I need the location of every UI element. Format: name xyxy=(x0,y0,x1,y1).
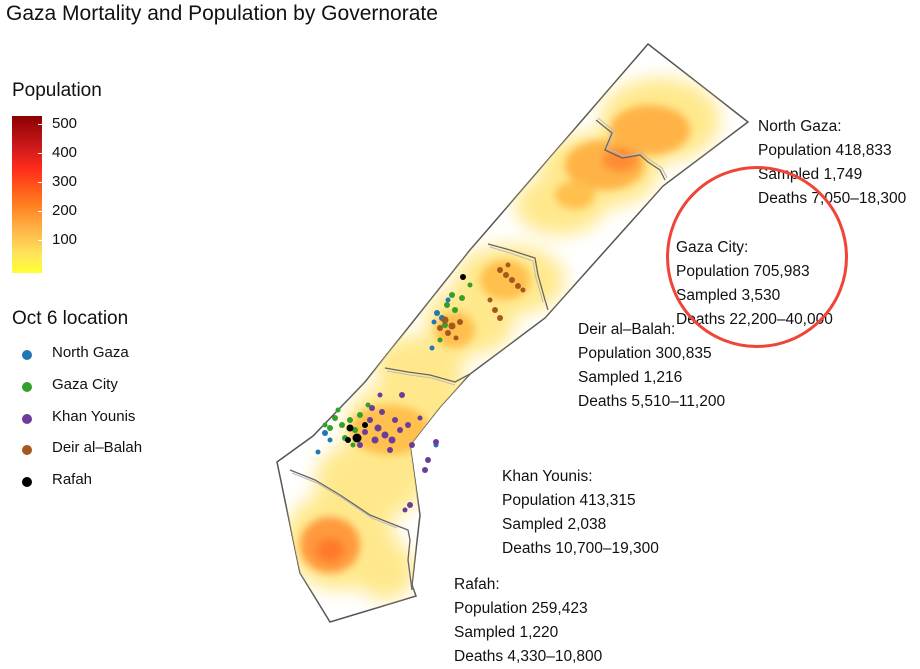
oct6-location-dots xyxy=(315,262,526,513)
dots-khan-younis xyxy=(357,392,439,513)
governorate-sampled: Sampled 2,038 xyxy=(502,516,607,533)
colorbar-tickmark xyxy=(38,240,42,241)
boundary-north-gaza xyxy=(595,119,666,181)
dots-deir-al-balah xyxy=(437,262,526,341)
page-title: Gaza Mortality and Population by Governo… xyxy=(6,2,438,25)
legend-label: Khan Younis xyxy=(52,408,136,425)
boundary-deir-al-balah xyxy=(384,367,471,383)
governorate-deaths: Deaths 5,510–11,200 xyxy=(578,393,726,410)
governorate-population: Population 413,315 xyxy=(502,492,636,509)
governorate-sampled: Sampled 1,216 xyxy=(578,369,683,386)
legend-dot xyxy=(22,477,32,487)
location-legend-title: Oct 6 location xyxy=(12,308,129,329)
governorate-deaths: Deaths 10,700–19,300 xyxy=(502,540,659,557)
governorate-name: Rafah: xyxy=(454,576,500,593)
legend-dot xyxy=(22,445,32,455)
legend-label: Gaza City xyxy=(52,376,118,393)
governorate-name: North Gaza: xyxy=(758,118,842,135)
colorbar-tick-label: 200 xyxy=(52,202,78,219)
annotation-deir-al-balah: Deir al–Balah: Population 300,835 Sample… xyxy=(578,318,725,414)
legend-dot xyxy=(22,414,32,424)
population-colorbar xyxy=(12,116,42,273)
colorbar-tickmark xyxy=(38,182,42,183)
colorbar-tick-label: 500 xyxy=(52,115,78,132)
legend-label: Rafah xyxy=(52,471,93,488)
colorbar-tick-label: 400 xyxy=(52,144,78,161)
colorbar-tick-label: 100 xyxy=(52,231,78,248)
legend-dot xyxy=(22,350,32,360)
colorbar-tickmark xyxy=(38,153,42,154)
dots-rafah xyxy=(345,274,466,443)
legend-label: North Gaza xyxy=(52,344,129,361)
governorate-population: Population 300,835 xyxy=(578,345,712,362)
governorate-population: Population 259,423 xyxy=(454,600,588,617)
colorbar-tickmark xyxy=(38,124,42,125)
annotation-khan-younis: Khan Younis: Population 413,315 Sampled … xyxy=(502,465,659,561)
governorate-boundaries xyxy=(289,117,668,591)
legend-label: Deir al–Balah xyxy=(52,439,143,456)
dots-gaza-city xyxy=(322,282,473,448)
governorate-sampled: Sampled 1,220 xyxy=(454,624,559,641)
boundary-gaza-city xyxy=(487,243,549,311)
governorate-population: Population 418,833 xyxy=(758,142,892,159)
governorate-deaths: Deaths 4,330–10,800 xyxy=(454,648,603,665)
highlight-circle xyxy=(666,166,848,348)
annotation-rafah: Rafah: Population 259,423 Sampled 1,220 … xyxy=(454,573,602,669)
colorbar-tick-label: 300 xyxy=(52,173,78,190)
legend-dot xyxy=(22,382,32,392)
colorbar-tickmark xyxy=(38,211,42,212)
governorate-name: Deir al–Balah: xyxy=(578,321,676,338)
population-legend-title: Population xyxy=(12,80,102,101)
governorate-name: Khan Younis: xyxy=(502,468,593,485)
boundary-khan-younis xyxy=(289,469,413,591)
